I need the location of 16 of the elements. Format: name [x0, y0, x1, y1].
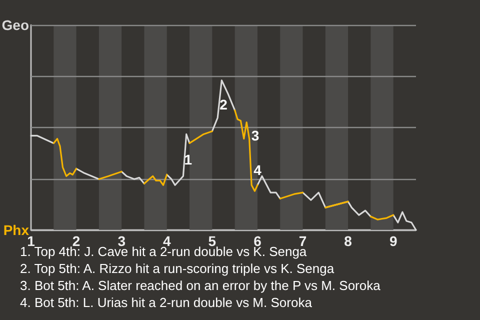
x-tick-label: 9 [389, 233, 398, 249]
annotation: 4 [254, 162, 262, 178]
ref-line-label: Phx [3, 222, 30, 238]
x-tick-label: 2 [72, 233, 80, 249]
text: 2. Top 5th: A. Rizzo hit a run-scoring triple vs K. Senga [20, 261, 335, 276]
x-tick-label: 3 [118, 233, 126, 249]
text: 4. Bot 5th: L. Urias hit a 2-run double vs M. Soroka [20, 295, 313, 310]
annotation: 1 [184, 152, 192, 168]
annotation: 2 [220, 96, 228, 112]
annotation: 3 [251, 128, 260, 144]
x-tick-label: 5 [208, 233, 216, 249]
x-tick-label: 1 [27, 233, 36, 249]
x-tick-label: 8 [344, 233, 352, 249]
x-tick-label: 7 [298, 233, 307, 249]
ref-line-label: Geo [2, 17, 29, 33]
text: 3. Bot 5th: A. Slater reached on an error by the P vs M. Soroka [20, 278, 382, 293]
